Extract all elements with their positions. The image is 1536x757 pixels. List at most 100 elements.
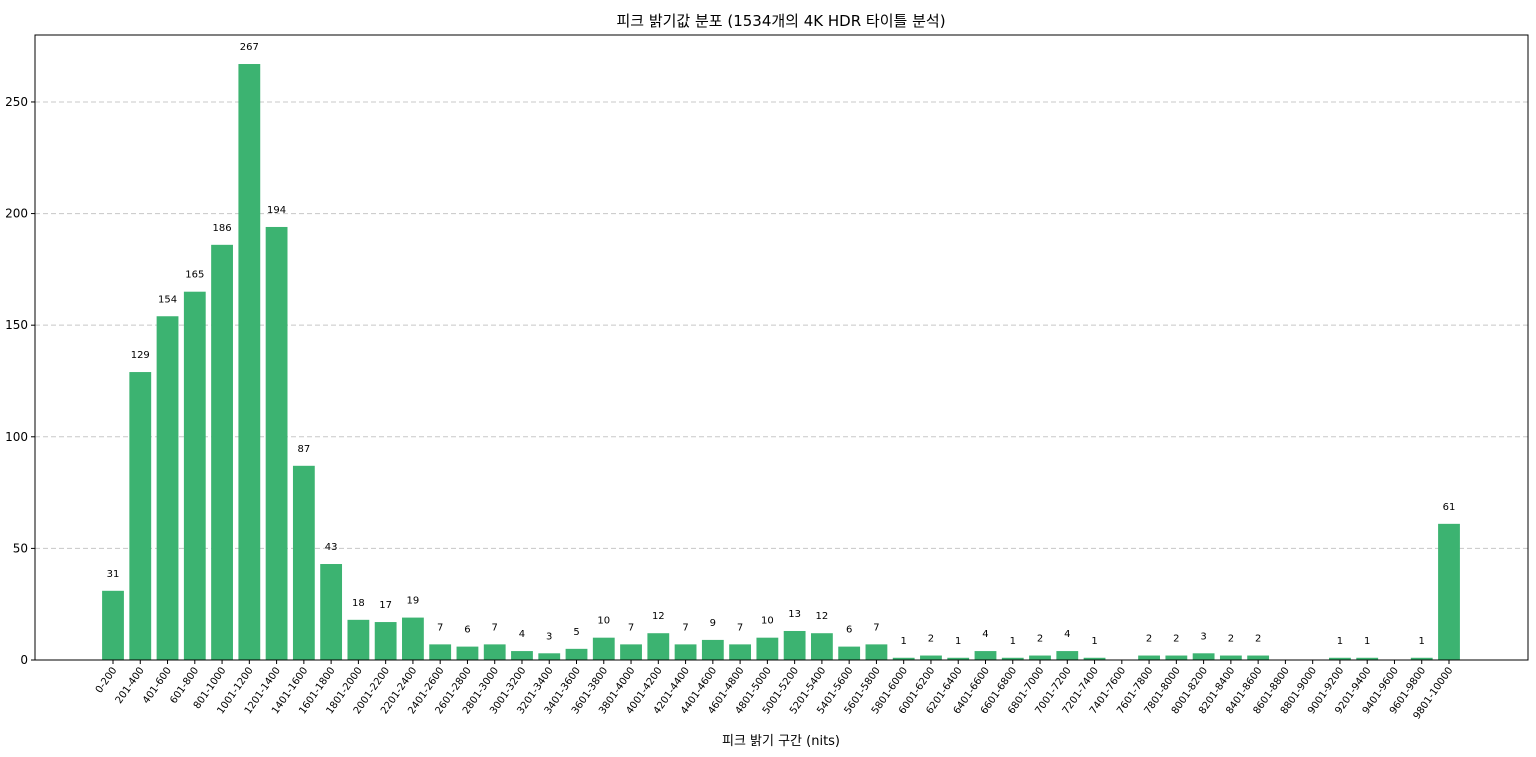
bar-value-label: 2 [1173, 634, 1179, 645]
bar [565, 648, 588, 660]
bar [592, 637, 615, 660]
bar-value-label: 267 [240, 42, 259, 53]
bar [183, 291, 206, 660]
bar-value-label: 19 [407, 596, 420, 607]
bar [647, 633, 670, 660]
bar-value-label: 1 [1010, 636, 1016, 647]
bar-value-label: 2 [1255, 634, 1261, 645]
bar-value-label: 17 [379, 600, 392, 611]
x-axis: 0-200201-400401-600601-800801-10001001-1… [94, 660, 1455, 722]
bar [1192, 653, 1215, 660]
bar-value-label: 6 [846, 625, 852, 636]
bar-value-label: 3 [546, 631, 552, 642]
bar [865, 644, 888, 660]
bar-value-label: 2 [928, 634, 934, 645]
bar [538, 653, 561, 660]
bar [1029, 655, 1051, 660]
bar-value-label: 10 [761, 616, 774, 627]
bar-value-label: 4 [519, 629, 525, 640]
bar-value-label: 4 [1064, 629, 1070, 640]
bar-value-label: 7 [873, 622, 879, 633]
bar [429, 644, 452, 660]
bar [1438, 523, 1460, 660]
bar [1056, 651, 1079, 660]
bar [620, 644, 642, 660]
bar [1138, 655, 1160, 660]
bar-value-label: 1 [1364, 636, 1370, 647]
bar-value-label: 2 [1228, 634, 1234, 645]
bar [810, 633, 833, 660]
bar [456, 646, 479, 660]
bar [347, 619, 370, 660]
bar [511, 651, 533, 660]
bar-value-label: 1 [1337, 636, 1343, 647]
bar-value-label: 6 [464, 625, 470, 636]
bar [756, 637, 779, 660]
bar-value-label: 43 [325, 542, 338, 553]
bar-value-label: 87 [297, 444, 310, 455]
bar-value-label: 61 [1443, 502, 1456, 513]
bar [483, 644, 506, 660]
bar [1329, 657, 1351, 660]
bar [838, 646, 861, 660]
bar-value-label: 194 [267, 205, 286, 216]
bar-value-label: 1 [1419, 636, 1425, 647]
bar [102, 590, 124, 660]
bar-value-label: 10 [597, 616, 610, 627]
bar [156, 316, 179, 660]
bar-value-label: 7 [682, 622, 688, 633]
x-axis-label: 피크 밝기 구간 (nits) [722, 734, 840, 749]
bar [265, 226, 288, 660]
y-tick-label: 100 [5, 430, 28, 444]
bar [320, 564, 343, 660]
bar-value-label: 154 [158, 294, 177, 305]
bar [129, 372, 152, 660]
bar-value-label: 18 [352, 598, 365, 609]
bars [102, 64, 1460, 661]
bar-value-label: 1 [1091, 636, 1097, 647]
bar-value-label: 5 [573, 627, 579, 638]
bar [1219, 655, 1242, 660]
y-tick-label: 50 [13, 541, 28, 555]
bar-value-label: 165 [185, 270, 204, 281]
bar [238, 64, 261, 660]
plot-area-frame [34, 34, 1529, 661]
bar-value-label: 31 [107, 569, 120, 580]
bar [920, 655, 942, 660]
bar [701, 639, 724, 660]
x-tick-label: 0-200 [94, 665, 120, 695]
bar [947, 657, 970, 660]
bar [892, 657, 915, 660]
bar [211, 244, 233, 661]
bar [783, 630, 806, 660]
bar-value-label: 186 [213, 223, 232, 234]
bar-value-label: 12 [652, 611, 665, 622]
bar [1410, 657, 1433, 660]
bar-value-label: 12 [816, 611, 829, 622]
bar-value-label: 9 [710, 618, 716, 629]
y-tick-label: 250 [5, 95, 28, 109]
bar [374, 622, 397, 660]
bar-value-label: 2 [1146, 634, 1152, 645]
chart-title: 피크 밝기값 분포 (1534개의 4K HDR 타이틀 분석) [616, 12, 945, 30]
bar-value-label: 1 [901, 636, 907, 647]
bar [1247, 655, 1270, 660]
y-tick-label: 200 [5, 207, 28, 221]
bar-value-label: 7 [628, 622, 634, 633]
bar-value-label: 7 [737, 622, 743, 633]
bar [1001, 657, 1024, 660]
bar-value-label: 13 [788, 609, 801, 620]
bar-value-label: 7 [492, 622, 498, 633]
bar-value-label: 129 [131, 350, 150, 361]
bar [1356, 657, 1379, 660]
bar-value-label: 7 [437, 622, 443, 633]
y-tick-label: 0 [20, 653, 28, 667]
bar [1083, 657, 1106, 660]
bar [974, 651, 997, 660]
bar [674, 644, 697, 660]
y-tick-label: 150 [5, 318, 28, 332]
y-axis: 0 50 100 150 200 250 [5, 95, 35, 667]
bar [729, 644, 752, 660]
